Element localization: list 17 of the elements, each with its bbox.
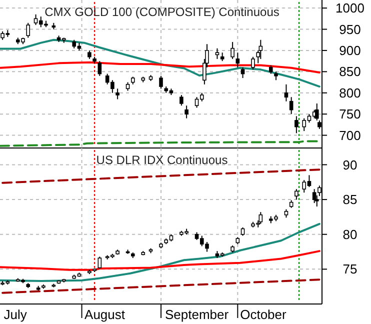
- text: CMX GOLD 100 (COMPOSITE) Continuous: [44, 5, 280, 19]
- x-tick-label: July: [4, 307, 28, 322]
- text: US DLR IDX Continuous: [96, 153, 228, 167]
- x-tick-label: September: [164, 307, 230, 322]
- y-tick-label: 850: [339, 64, 361, 80]
- y-tick-label: 700: [339, 128, 361, 143]
- y-tick-label: 750: [339, 106, 361, 122]
- y-tick-label: 1000: [336, 0, 364, 16]
- x-tick-label: October: [240, 307, 288, 322]
- y-tick-label: 800: [339, 85, 361, 100]
- y-tick-label: 80: [342, 226, 358, 242]
- y-tick-label: 900: [339, 43, 361, 58]
- x-tick-label: August: [84, 307, 126, 322]
- y-tick-label: 950: [339, 22, 361, 37]
- y-tick-label: 75: [342, 262, 358, 277]
- y-tick-label: 90: [342, 157, 358, 172]
- y-tick-label: 85: [342, 192, 358, 208]
